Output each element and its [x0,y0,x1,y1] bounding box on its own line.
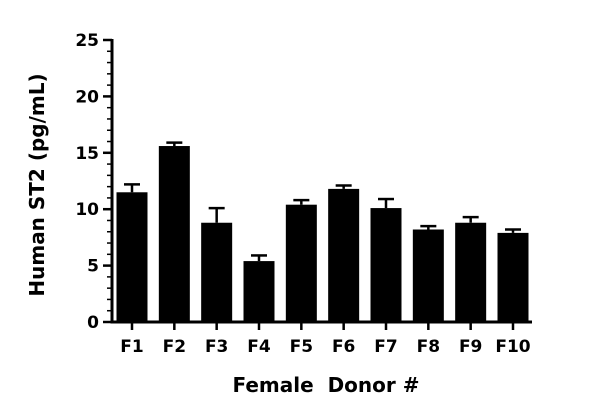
x-tick-label: F7 [374,337,397,357]
x-tick-label: F3 [205,337,228,357]
bar [158,146,190,322]
bar [370,208,402,322]
bar [201,222,233,322]
x-tick-label: F8 [417,337,440,357]
bar [412,229,444,322]
x-tick-label: F1 [120,337,143,357]
bar [497,232,529,322]
bar [243,261,275,322]
y-tick-label: 0 [87,313,99,333]
bars [116,141,529,322]
y-tick-label: 10 [75,200,99,220]
x-tick-label: F5 [290,337,313,357]
x-axis-ticks: F1 F2 F3 F4 F5 F6 F7 F8 F9 F10 [120,322,531,357]
y-axis-ticks: 0 5 10 15 20 25 [75,31,112,333]
x-tick-label: F4 [247,337,271,357]
y-tick-label: 20 [75,87,99,107]
x-tick-label: F2 [163,337,186,357]
bar [285,204,317,322]
x-tick-label: F9 [459,337,482,357]
y-tick-label: 25 [75,31,99,51]
bar [455,222,487,322]
y-tick-label: 5 [87,257,99,277]
x-axis-label: Female Donor # [232,373,419,397]
x-tick-label: F10 [495,337,530,357]
bar [328,188,360,322]
bar [116,192,148,322]
x-tick-label: F6 [332,337,355,357]
y-axis-label: Human ST2 (pg/mL) [25,73,49,296]
y-tick-label: 15 [75,144,99,164]
